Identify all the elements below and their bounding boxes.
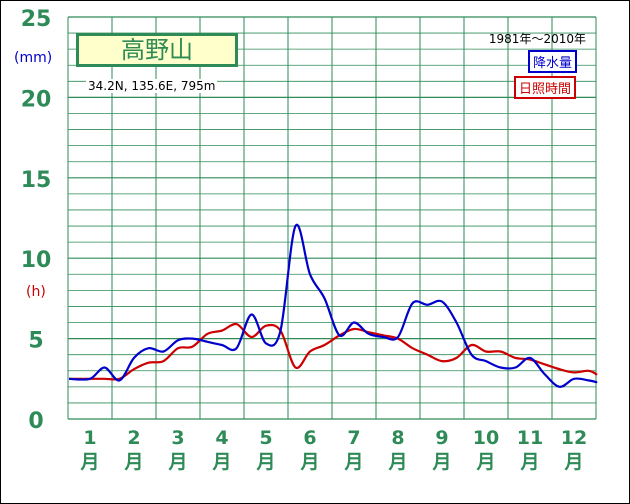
y-tick-label: 15 [21, 168, 52, 193]
x-tick-label: 11 月 [517, 427, 543, 473]
y-tick-label: 10 [21, 248, 52, 273]
unit-precipitation-label: (mm) [14, 50, 53, 66]
y-tick-label: 0 [28, 409, 43, 434]
precipitation-line [68, 223, 598, 388]
station-name-box: 高野山 [76, 33, 238, 67]
legend-precipitation: 降水量 [528, 50, 578, 73]
y-tick-label: 5 [28, 329, 43, 354]
y-tick-label: 20 [21, 87, 52, 112]
sunshine-line [69, 322, 598, 381]
x-tick-label: 10 月 [473, 427, 499, 473]
y-tick-label: 25 [21, 7, 52, 32]
station-coordinates: 34.2N, 135.6E, 795m [86, 79, 218, 93]
legend-sunshine: 日照時間 [514, 76, 577, 99]
y-ticks: 0 5 10 15 20 25 [21, 7, 52, 434]
series-lines [68, 223, 598, 388]
period-label: 1981年～2010年 [488, 32, 586, 46]
x-ticks: 1 月 2 月 3 月 4 月 5 月 6 月 7 月 8 月 9 月 10 月 11 月 12 月 [79, 427, 587, 473]
x-tick-label: 12 月 [561, 427, 587, 473]
unit-sunshine-label: (h) [26, 284, 46, 300]
